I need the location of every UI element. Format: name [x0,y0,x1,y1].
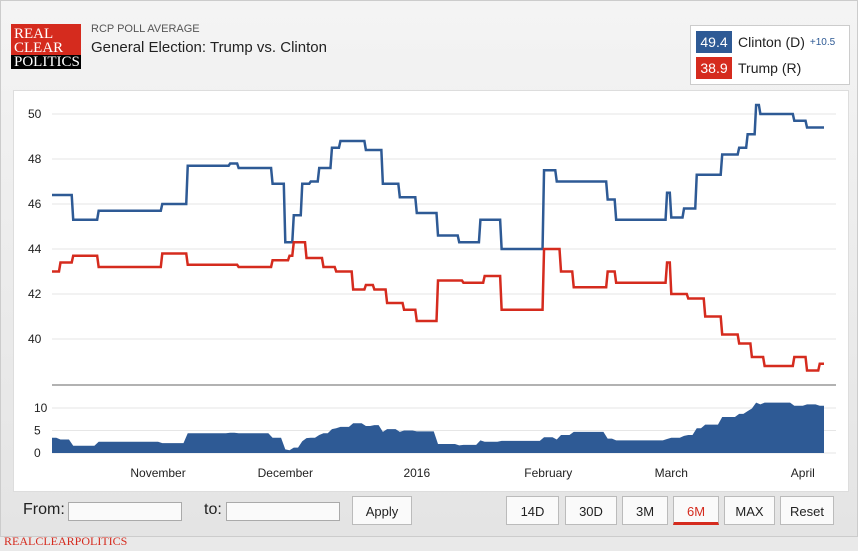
from-input[interactable] [68,502,182,521]
x-tick-label: 2016 [403,466,430,480]
y-tick-label: 46 [28,197,42,211]
range-button-30d[interactable]: 30D [565,496,617,525]
range-button-3m[interactable]: 3M [622,496,668,525]
range-button-6m[interactable]: 6M [673,496,719,525]
x-tick-label: December [258,466,313,480]
poll-widget: REAL CLEAR POLITICS RCP POLL AVERAGE Gener… [0,0,858,537]
y-tick-label: 50 [28,107,42,121]
x-tick-label: April [791,466,815,480]
series-line-clinton [52,103,824,251]
subtitle: RCP POLL AVERAGE [91,23,200,35]
rcp-logo: REAL CLEAR POLITICS [11,24,81,70]
to-label: to: [204,501,222,518]
to-input[interactable] [226,502,340,521]
clinton-name: Clinton (D) [738,34,805,50]
y-tick-label: 44 [28,242,42,256]
x-tick-label: November [130,466,185,480]
spread-value: +10.5 [809,36,836,48]
from-label: From: [23,501,65,518]
trump-name: Trump (R) [738,60,802,76]
spread-tick-label: 10 [34,401,48,415]
y-tick-label: 48 [28,152,42,166]
legend: 49.4 Clinton (D) +10.5 38.9 Trump (R) [690,25,850,85]
series-line-trump [52,241,824,372]
y-tick-label: 40 [28,332,42,346]
clinton-value: 49.4 [696,31,732,53]
y-tick-label: 42 [28,287,42,301]
range-button-reset[interactable]: Reset [780,496,834,525]
footer-brand: REALCLEARPOLITICS [4,534,128,548]
range-button-max[interactable]: MAX [724,496,775,525]
plot-area: 50 48 46 44 42 40 10 5 0 November December 2016 Febr… [13,90,849,492]
spread-tick-label: 0 [34,446,41,460]
controls-bar: From: to: Apply 14D 30D 3M 6M MAX Reset [1,491,858,537]
range-button-14d[interactable]: 14D [506,496,559,525]
legend-item-trump: 38.9 Trump (R) [696,57,801,79]
spread-tick-label: 5 [34,424,41,438]
legend-item-clinton: 49.4 Clinton (D) +10.5 [696,31,835,53]
trump-value: 38.9 [696,57,732,79]
spread-area [52,402,824,453]
x-tick-label: March [655,466,688,480]
chart-title: General Election: Trump vs. Clinton [91,39,327,56]
apply-button[interactable]: Apply [352,496,412,525]
x-tick-label: February [524,466,572,480]
